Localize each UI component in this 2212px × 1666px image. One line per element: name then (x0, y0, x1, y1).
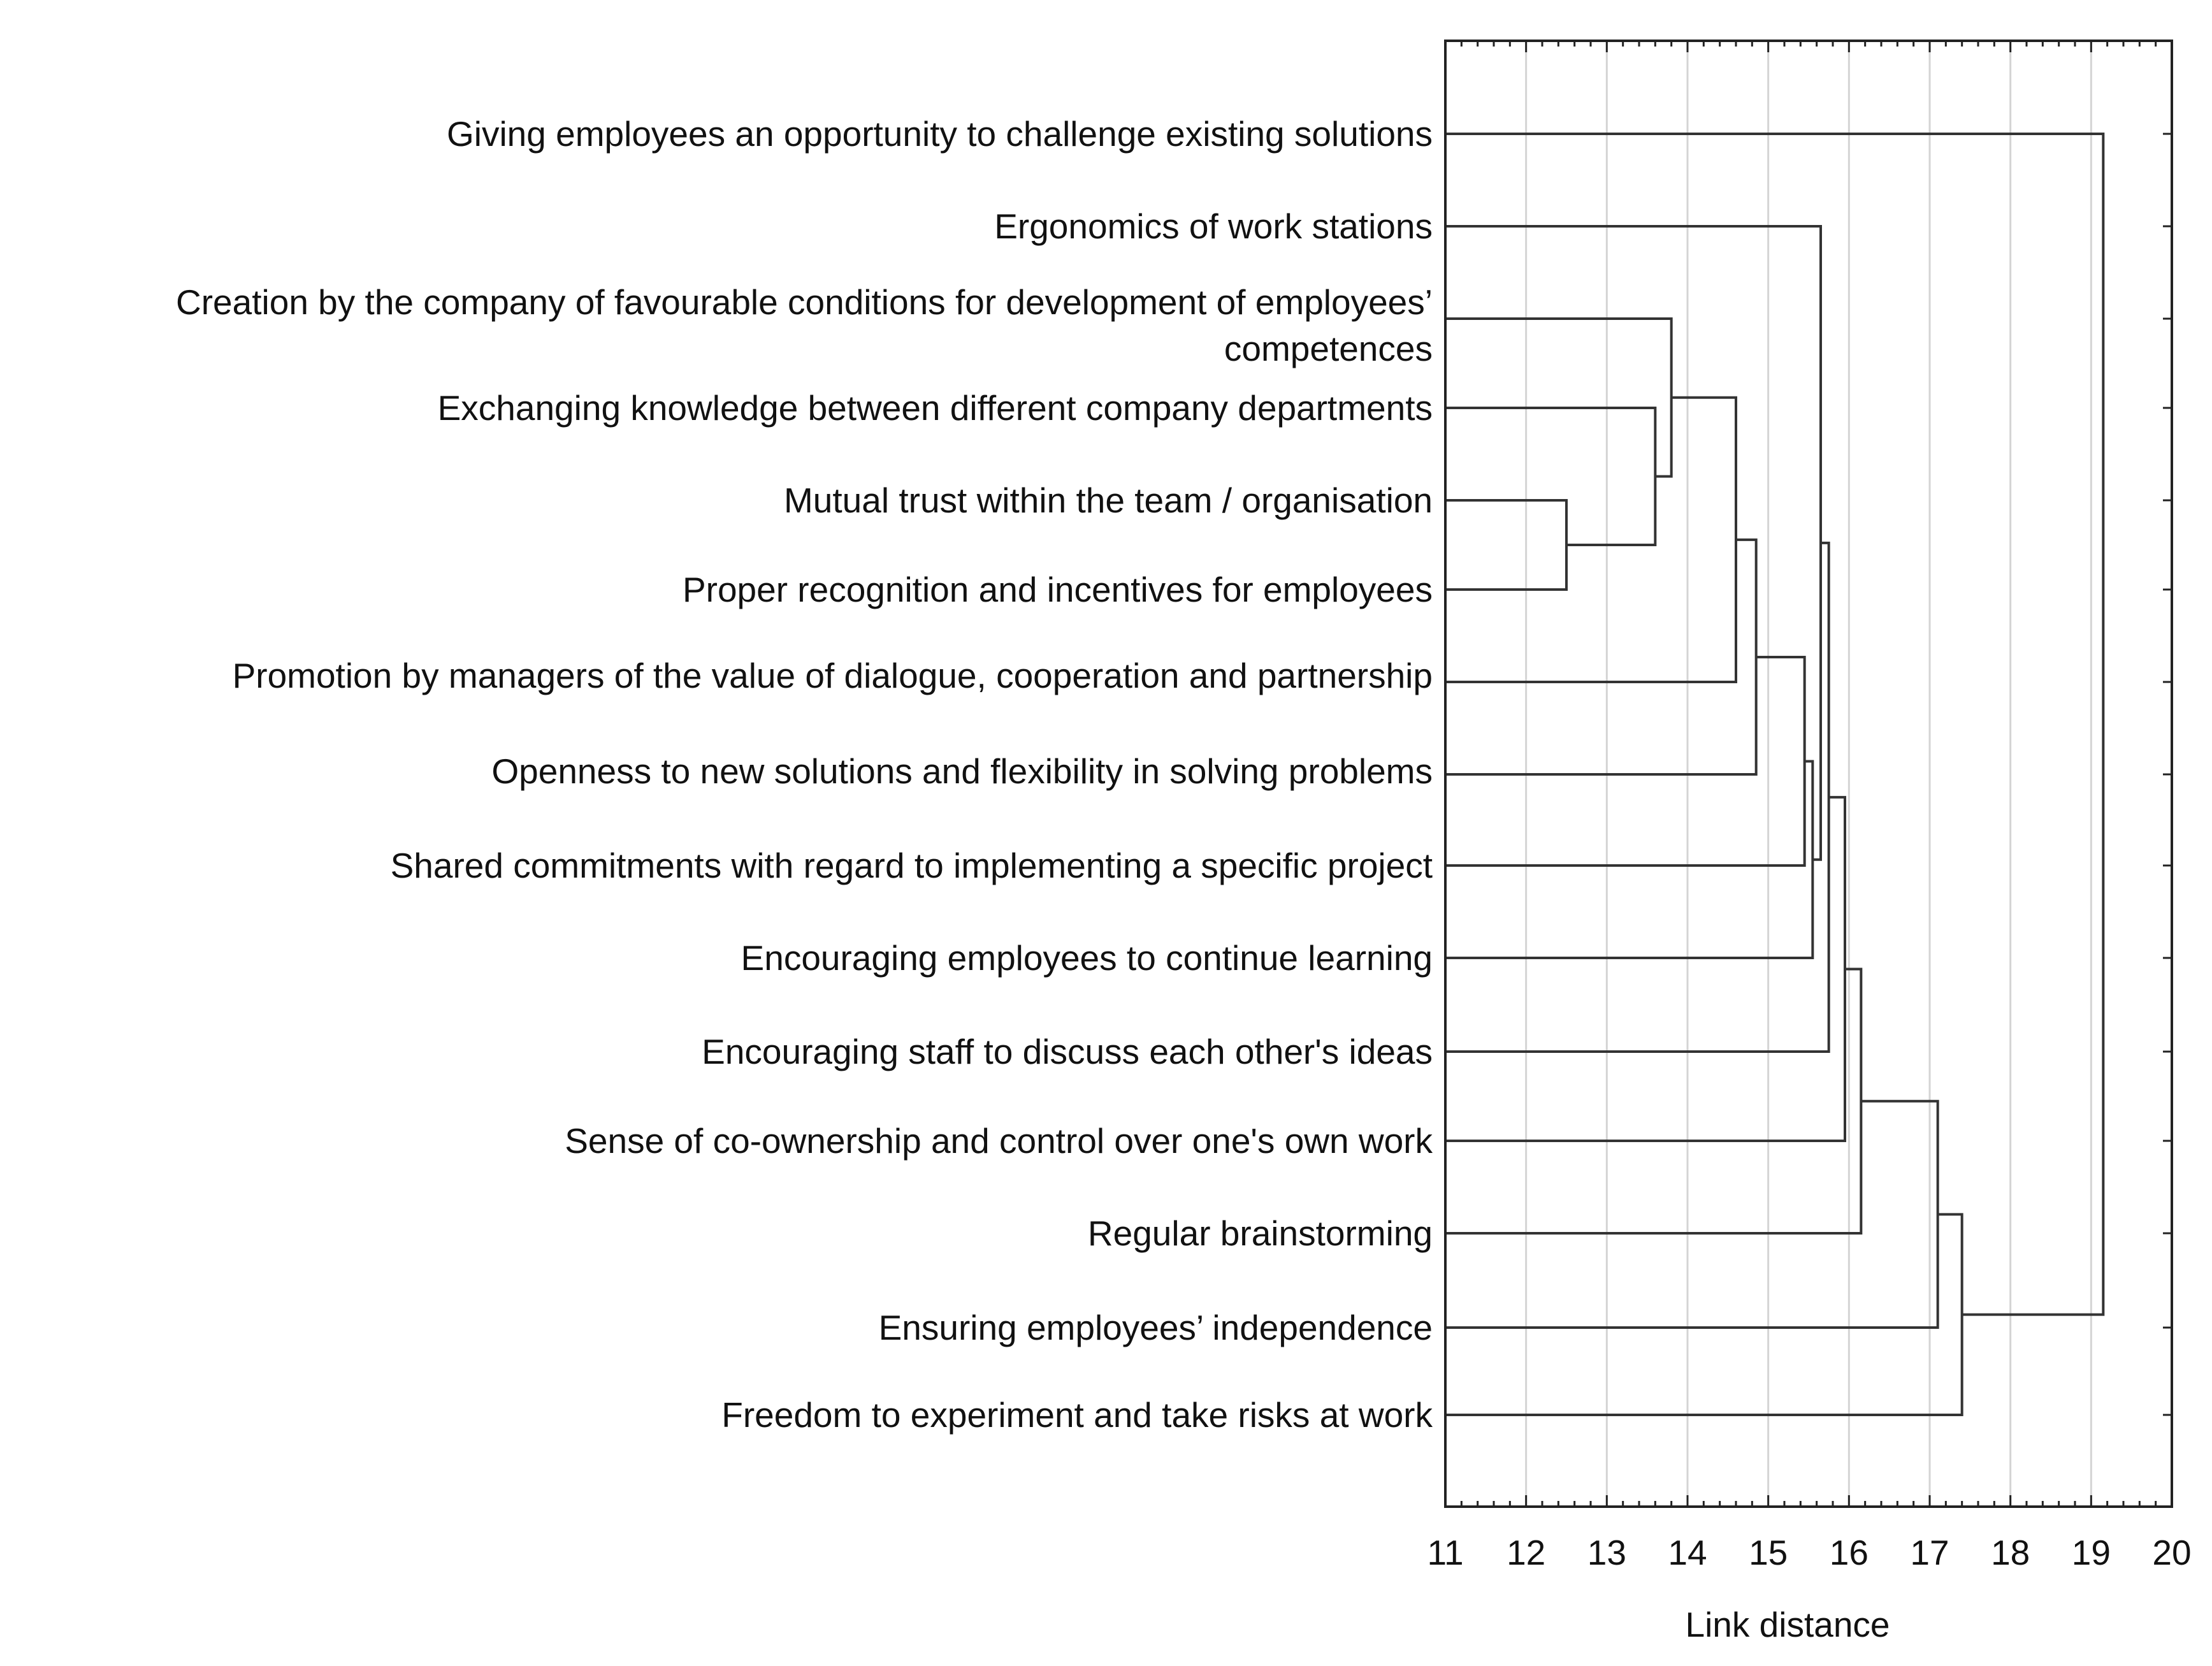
x-tick-label: 15 (1749, 1533, 1788, 1572)
dendrogram-link-c13 (1445, 1213, 1963, 1416)
dendrogram-link-c14 (1445, 133, 2105, 1316)
dendrogram-link-c4 (1445, 396, 1737, 683)
dendrogram-link-c8 (1445, 225, 1822, 861)
dendrogram-link-c7 (1445, 760, 1814, 959)
leaf-label: competences (1224, 329, 1433, 368)
x-tick-label: 12 (1507, 1533, 1545, 1572)
leaf-label: Creation by the company of favourable co… (176, 282, 1433, 322)
leaf-label: Exchanging knowledge between different c… (438, 388, 1433, 428)
x-tick-label: 20 (2152, 1533, 2191, 1572)
leaf-label: Ensuring employees’ independence (879, 1308, 1433, 1347)
x-tick-label: 11 (1427, 1533, 1463, 1572)
dendrogram-link-c1 (1445, 499, 1568, 591)
plot-frame (1444, 40, 2173, 1508)
x-tick-label: 16 (1830, 1533, 1869, 1572)
leaf-labels: Giving employees an opportunity to chall… (176, 114, 1433, 1435)
x-tick-label: 14 (1668, 1533, 1707, 1572)
dendrogram-link-c10 (1445, 795, 1846, 1142)
leaf-label: Giving employees an opportunity to chall… (447, 114, 1433, 154)
x-tick-labels: 11 12 13 14 15 16 17 18 19 20 (1427, 1533, 2191, 1572)
leaf-label: Freedom to experiment and take risks at … (721, 1395, 1433, 1435)
leaf-label: Sense of co-ownership and control over o… (565, 1121, 1433, 1161)
leaf-label: Openness to new solutions and flexibilit… (491, 751, 1433, 791)
leaf-label: Mutual trust within the team / organisat… (784, 481, 1433, 520)
x-tick-label: 19 (2072, 1533, 2111, 1572)
dendrogram-link-c5 (1445, 538, 1758, 776)
x-tick-label: 13 (1587, 1533, 1626, 1572)
dendrogram-link-c6 (1445, 655, 1806, 867)
leaf-label: Regular brainstorming (1088, 1213, 1433, 1253)
dendrogram-link-c11 (1445, 967, 1863, 1235)
leaf-label: Encouraging staff to discuss each other'… (702, 1032, 1433, 1071)
leaf-label: Shared commitments with regard to implem… (391, 846, 1433, 885)
dendrogram-link-c3 (1445, 317, 1673, 478)
leaf-label: Proper recognition and incentives for em… (683, 570, 1433, 609)
leaf-label: Encouraging employees to continue learni… (741, 938, 1433, 978)
leaf-label: Ergonomics of work stations (994, 206, 1433, 246)
dendrogram-link-c12 (1445, 1099, 1939, 1329)
dendrogram-link-c9 (1445, 541, 1830, 1053)
x-tick-label: 18 (1991, 1533, 2030, 1572)
leaf-label: Promotion by managers of the value of di… (233, 656, 1433, 695)
x-tick-label: 17 (1910, 1533, 1949, 1572)
dendrogram-links (1445, 133, 2105, 1416)
dendrogram-link-c2 (1445, 407, 1657, 546)
x-axis-title: Link distance (1685, 1605, 1890, 1644)
